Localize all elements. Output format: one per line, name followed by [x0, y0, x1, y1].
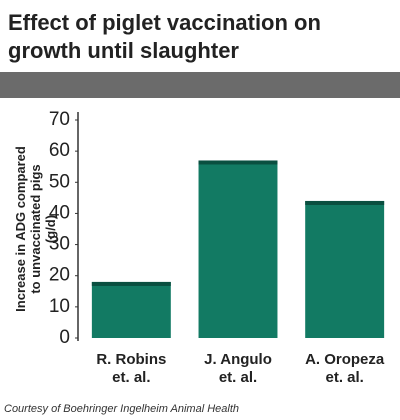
y-tick-label: 70: [49, 109, 70, 130]
source: Courtesy of Boehringer Ingelheim Animal …: [4, 403, 239, 415]
x-tick-label: A. Oropeza et. al.: [305, 351, 385, 386]
bar-cap: [305, 200, 385, 205]
y-axis-label: Increase in ADG comparedto unvaccinated …: [13, 146, 58, 312]
x-tick-label: R. Robins et. al.: [96, 351, 166, 386]
y-tick-label: 50: [49, 171, 70, 192]
bar: [198, 160, 278, 338]
y-tick-label: 60: [49, 140, 70, 161]
bar-cap: [198, 160, 278, 165]
bar-cap: [91, 281, 171, 286]
chart-title: Effect of piglet vaccination on growth un…: [8, 10, 321, 63]
y-tick-label: 20: [49, 265, 70, 286]
y-tick-label: 10: [49, 296, 70, 317]
title-band: [0, 72, 400, 98]
bar: [91, 281, 171, 338]
bar-group: [198, 160, 278, 338]
bar-group: [91, 281, 171, 338]
y-tick-label: 40: [49, 202, 70, 223]
bar-group: [305, 200, 385, 338]
y-tick-label: 30: [49, 234, 70, 255]
x-tick-label: J. Angulo et. al.: [204, 351, 272, 386]
y-tick-label: 0: [59, 327, 70, 348]
bar: [305, 200, 385, 338]
